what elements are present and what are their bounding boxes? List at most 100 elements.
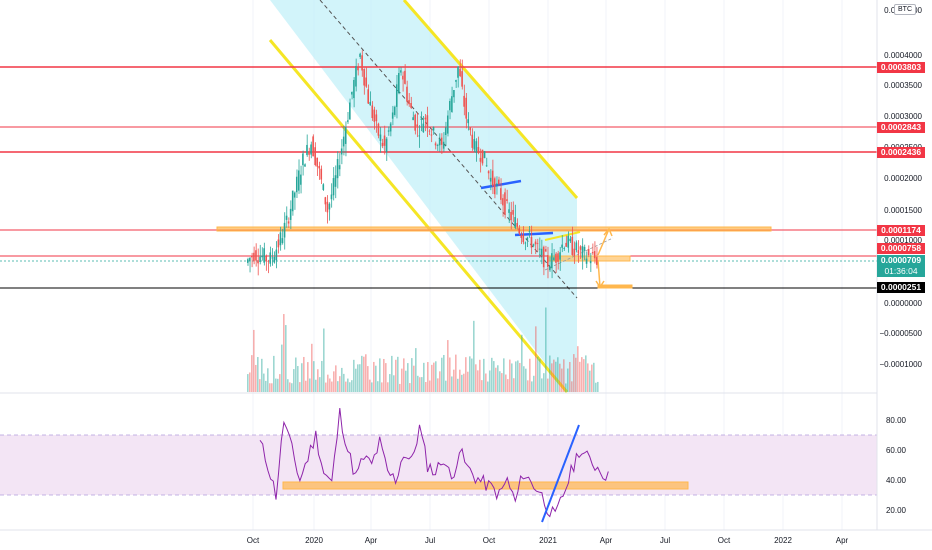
candle-body: [267, 260, 270, 262]
candle-body: [389, 123, 392, 132]
candle-body: [340, 148, 343, 155]
candle-body: [587, 248, 590, 256]
candle-body: [575, 242, 578, 251]
candle-body: [455, 80, 457, 82]
candle-body: [420, 118, 423, 120]
price-tag: 0.0002843: [877, 122, 925, 133]
candle-body: [344, 127, 347, 144]
volume-bar: [317, 369, 319, 392]
volume-bar: [399, 383, 401, 392]
candle-body: [442, 141, 445, 149]
volume-bar: [397, 356, 399, 392]
candle-body: [510, 211, 512, 221]
candle-body: [385, 138, 388, 153]
volume-bar: [357, 364, 359, 392]
volume-bar: [295, 357, 297, 392]
volume-bar: [523, 366, 525, 392]
volume-bar: [423, 362, 425, 392]
volume-bar: [551, 363, 553, 392]
volume-bar: [449, 357, 451, 392]
candle-body: [520, 235, 523, 238]
candle-body: [573, 248, 576, 256]
volume-bar: [323, 328, 325, 392]
price-tick-label: 0.0001500: [884, 206, 922, 215]
candle-body: [357, 67, 359, 71]
candle-body: [312, 136, 314, 157]
price-tag: 0.0001174: [877, 225, 925, 236]
price-axis: 0.00045000.00040000.00035000.00030000.00…: [880, 6, 923, 369]
volume-bar: [435, 361, 437, 392]
candle-body: [283, 222, 286, 238]
candle-body: [526, 237, 529, 240]
volume-bar: [407, 363, 409, 392]
candle-body: [416, 124, 418, 127]
candle-body: [265, 256, 267, 262]
volume-bar: [455, 354, 457, 392]
candle-body: [546, 255, 549, 267]
volume-bar: [547, 378, 549, 392]
candle-body: [487, 171, 490, 174]
candle-body: [289, 208, 292, 220]
candle-body: [404, 70, 406, 84]
candle-body: [281, 238, 284, 244]
candle-body: [308, 151, 310, 155]
volume-bar: [271, 383, 273, 392]
candle-body: [595, 257, 598, 265]
volume-bar: [541, 378, 543, 392]
volume-bar: [355, 368, 357, 392]
candle-body: [559, 252, 561, 260]
volume-bar: [585, 355, 587, 392]
candle-body: [585, 258, 588, 264]
volume-bar: [321, 360, 323, 392]
candle-body: [381, 142, 384, 147]
candle-body: [261, 255, 263, 258]
volume-bar: [263, 373, 265, 392]
volume-bar: [587, 363, 589, 392]
price-tag: 0.0000758: [877, 243, 925, 254]
candle-body: [277, 239, 280, 248]
volume-bar: [571, 381, 573, 392]
volume-bar: [481, 380, 483, 392]
volume-bar: [339, 376, 341, 392]
volume-bar: [315, 379, 317, 392]
volume-bar: [515, 361, 517, 392]
volume-bar: [385, 363, 387, 392]
candle-body: [512, 209, 514, 215]
candle-body: [249, 257, 251, 262]
candle-body: [322, 184, 325, 190]
descending-channel: [270, 0, 577, 392]
orange-zone-top: [216, 226, 772, 232]
volume-bar: [573, 354, 575, 392]
volume-bar: [511, 363, 513, 392]
volume-bar: [497, 365, 499, 392]
volume-bar: [279, 374, 281, 392]
volume-bar: [325, 382, 327, 392]
volume-bar: [505, 374, 507, 392]
candle-body: [275, 249, 278, 261]
candle-body: [263, 248, 265, 263]
price-tick-label: 0.0001000: [884, 236, 922, 245]
candle-body: [495, 183, 498, 186]
candle-body: [534, 241, 537, 245]
candle-body: [365, 77, 367, 87]
candle-body: [555, 253, 557, 263]
candle-body: [551, 253, 553, 269]
volume-bar: [517, 360, 519, 392]
candle-body: [320, 168, 323, 180]
volume-bar: [531, 381, 533, 392]
rsi-axis: 80.00 60.00 40.00 20.00: [886, 416, 907, 515]
volume-bar: [475, 364, 477, 392]
candle-body: [375, 114, 378, 122]
candle-body: [418, 135, 421, 137]
volume-bar: [451, 376, 453, 392]
volume-bar: [567, 368, 569, 392]
candle-body: [273, 256, 276, 263]
volume-bar: [395, 359, 397, 392]
candle-body: [257, 260, 259, 264]
time-tick-label: 2020: [305, 536, 323, 545]
volume-bar: [331, 381, 333, 392]
volume-bar: [537, 356, 539, 392]
volume-bar: [287, 379, 289, 392]
candle-body: [359, 53, 361, 57]
